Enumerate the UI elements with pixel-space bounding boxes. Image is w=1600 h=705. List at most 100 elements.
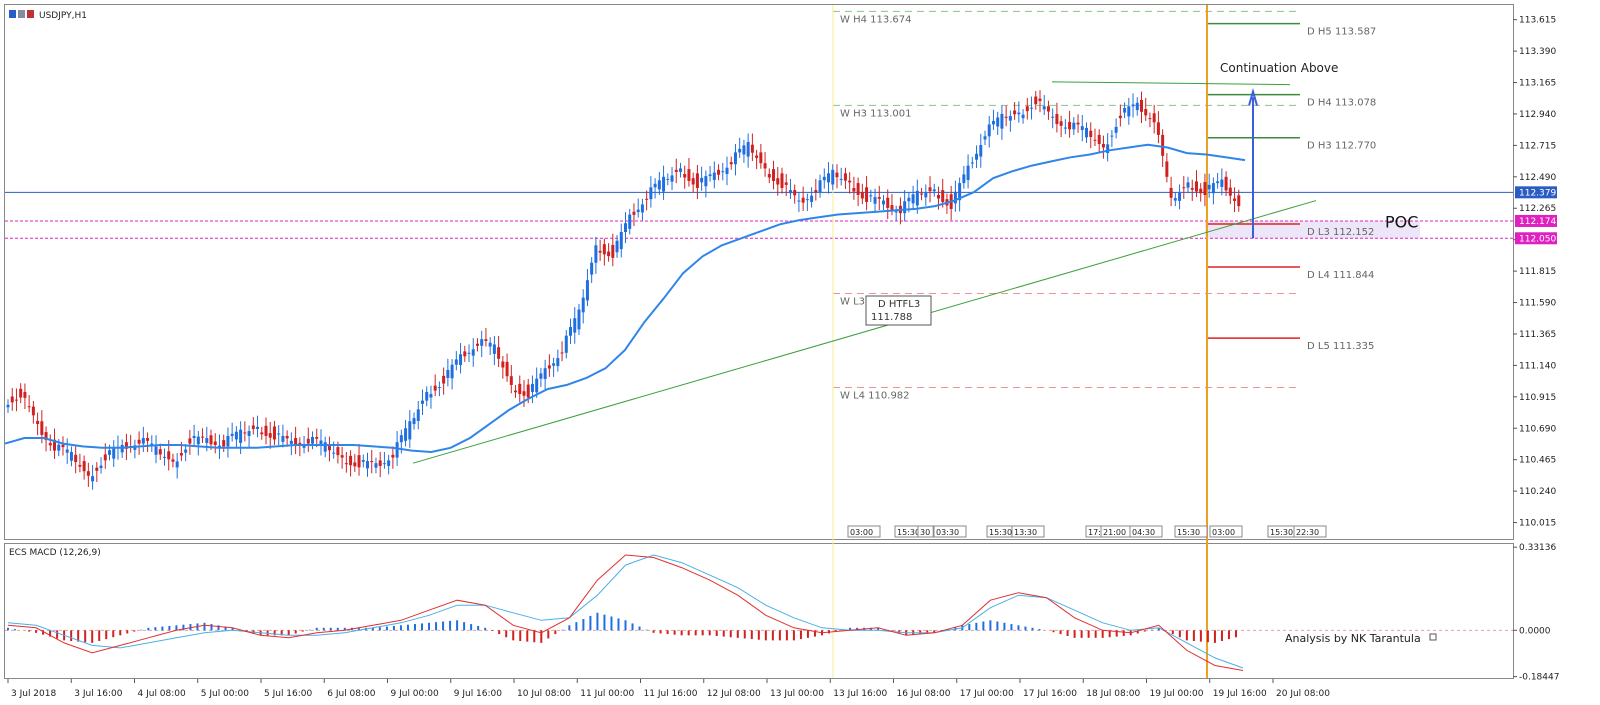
macd-tick-label: 0.33136 (1519, 543, 1556, 553)
bear-candle (14, 399, 18, 401)
bull-candle (678, 168, 682, 172)
htf-box-line2: 111.788 (871, 312, 912, 323)
bear-candle (27, 406, 31, 408)
bear-candle (213, 441, 217, 446)
pivot-level-label: D H5 113.587 (1307, 27, 1376, 38)
price-tick-label: 112.715 (1519, 141, 1556, 151)
bull-candle (585, 280, 589, 301)
bull-candle (1042, 106, 1046, 110)
price-panel (4, 4, 1514, 540)
bear-candle (763, 163, 767, 169)
pivot-level-label: W H4 113.674 (840, 14, 911, 25)
session-label: 13:30 (1014, 528, 1037, 537)
symbol-header[interactable]: USDJPY,H1 (8, 9, 87, 21)
bull-candle (387, 460, 391, 466)
bear-candle (1093, 139, 1097, 141)
bear-candle (793, 190, 797, 196)
bear-candle (598, 250, 602, 253)
bear-candle (349, 455, 353, 466)
pivot-level-label: D H4 113.078 (1307, 98, 1376, 109)
bear-candle (294, 438, 298, 446)
bull-candle (175, 461, 179, 468)
bull-candle (1085, 127, 1089, 138)
bull-candle (1021, 114, 1025, 119)
bear-candle (843, 173, 847, 181)
bull-candle (154, 446, 158, 455)
bear-candle (201, 436, 205, 438)
bull-candle (590, 262, 594, 275)
bull-candle (91, 476, 95, 482)
time-tick-label: 10 Jul 08:00 (517, 689, 571, 699)
bull-candle (1114, 126, 1118, 133)
bear-candle (243, 432, 247, 434)
time-tick-label: 5 Jul 00:00 (201, 689, 250, 699)
bear-candle (1139, 99, 1143, 112)
poc-badge (1515, 214, 1557, 227)
bull-candle (1135, 102, 1139, 111)
bear-candle (602, 244, 606, 255)
bear-candle (40, 421, 44, 435)
bull-candle (662, 176, 666, 192)
bear-candle (327, 445, 331, 451)
bull-candle (319, 440, 323, 445)
bull-candle (573, 318, 577, 333)
bear-candle (1055, 113, 1059, 125)
bear-candle (750, 144, 754, 153)
poc-label: POC (1385, 213, 1418, 232)
bear-candle (23, 391, 27, 398)
bear-candle (378, 460, 382, 466)
poc-band (1205, 220, 1420, 239)
session-box (1011, 525, 1045, 538)
bear-candle (82, 461, 86, 472)
bear-candle (78, 464, 82, 467)
credit-icon (1429, 633, 1437, 641)
bear-candle (167, 451, 171, 460)
bear-candle (1148, 118, 1152, 120)
bull-candle (831, 169, 835, 185)
price-tick-label: 112.265 (1519, 204, 1556, 214)
time-tick-label: 19 Jul 00:00 (1150, 689, 1204, 699)
macd-axis: 0.33136 0.0000 -0.18447 (1513, 543, 1559, 683)
bull-candle (65, 449, 69, 453)
bear-candle (886, 197, 890, 208)
bear-candle (179, 453, 183, 456)
bull-candle (1216, 181, 1220, 184)
bull-candle (1000, 113, 1004, 129)
bear-candle (484, 339, 488, 341)
bear-candle (560, 352, 564, 354)
bull-candle (975, 153, 979, 160)
price-tick-label: 110.465 (1519, 456, 1556, 466)
bear-candle (19, 388, 23, 398)
poc-badge-value: 112.174 (1519, 217, 1556, 227)
bull-candle (979, 145, 983, 157)
time-tick-label: 9 Jul 00:00 (391, 689, 440, 699)
bull-candle (869, 195, 873, 197)
bear-candle (1013, 110, 1017, 115)
price-tick-label: 113.165 (1519, 79, 1556, 89)
bull-candle (970, 162, 974, 164)
macd-signal-line (7, 554, 1244, 669)
bear-candle (835, 172, 839, 178)
bear-candle (920, 193, 924, 195)
session-label: 03:00 (1212, 528, 1235, 537)
bull-candle (1063, 127, 1067, 129)
session-label: 15:30 (1177, 528, 1200, 537)
time-tick-label: 12 Jul 08:00 (707, 689, 761, 699)
bull-candle (69, 451, 73, 461)
bear-candle (772, 169, 776, 182)
bull-candle (281, 435, 285, 442)
bear-candle (687, 169, 691, 182)
bull-candle (827, 173, 831, 183)
time-tick-label: 9 Jul 16:00 (454, 689, 503, 699)
bear-candle (1144, 109, 1148, 116)
bear-candle (10, 396, 14, 403)
bull-candle (437, 387, 441, 389)
bull-candle (184, 449, 188, 453)
bear-candle (928, 187, 932, 192)
bear-candle (306, 438, 310, 444)
bull-candle (666, 178, 670, 180)
bull-candle (733, 152, 737, 165)
bear-candle (1194, 181, 1198, 192)
bull-candle (996, 117, 1000, 127)
time-tick-label: 4 Jul 08:00 (138, 689, 187, 699)
